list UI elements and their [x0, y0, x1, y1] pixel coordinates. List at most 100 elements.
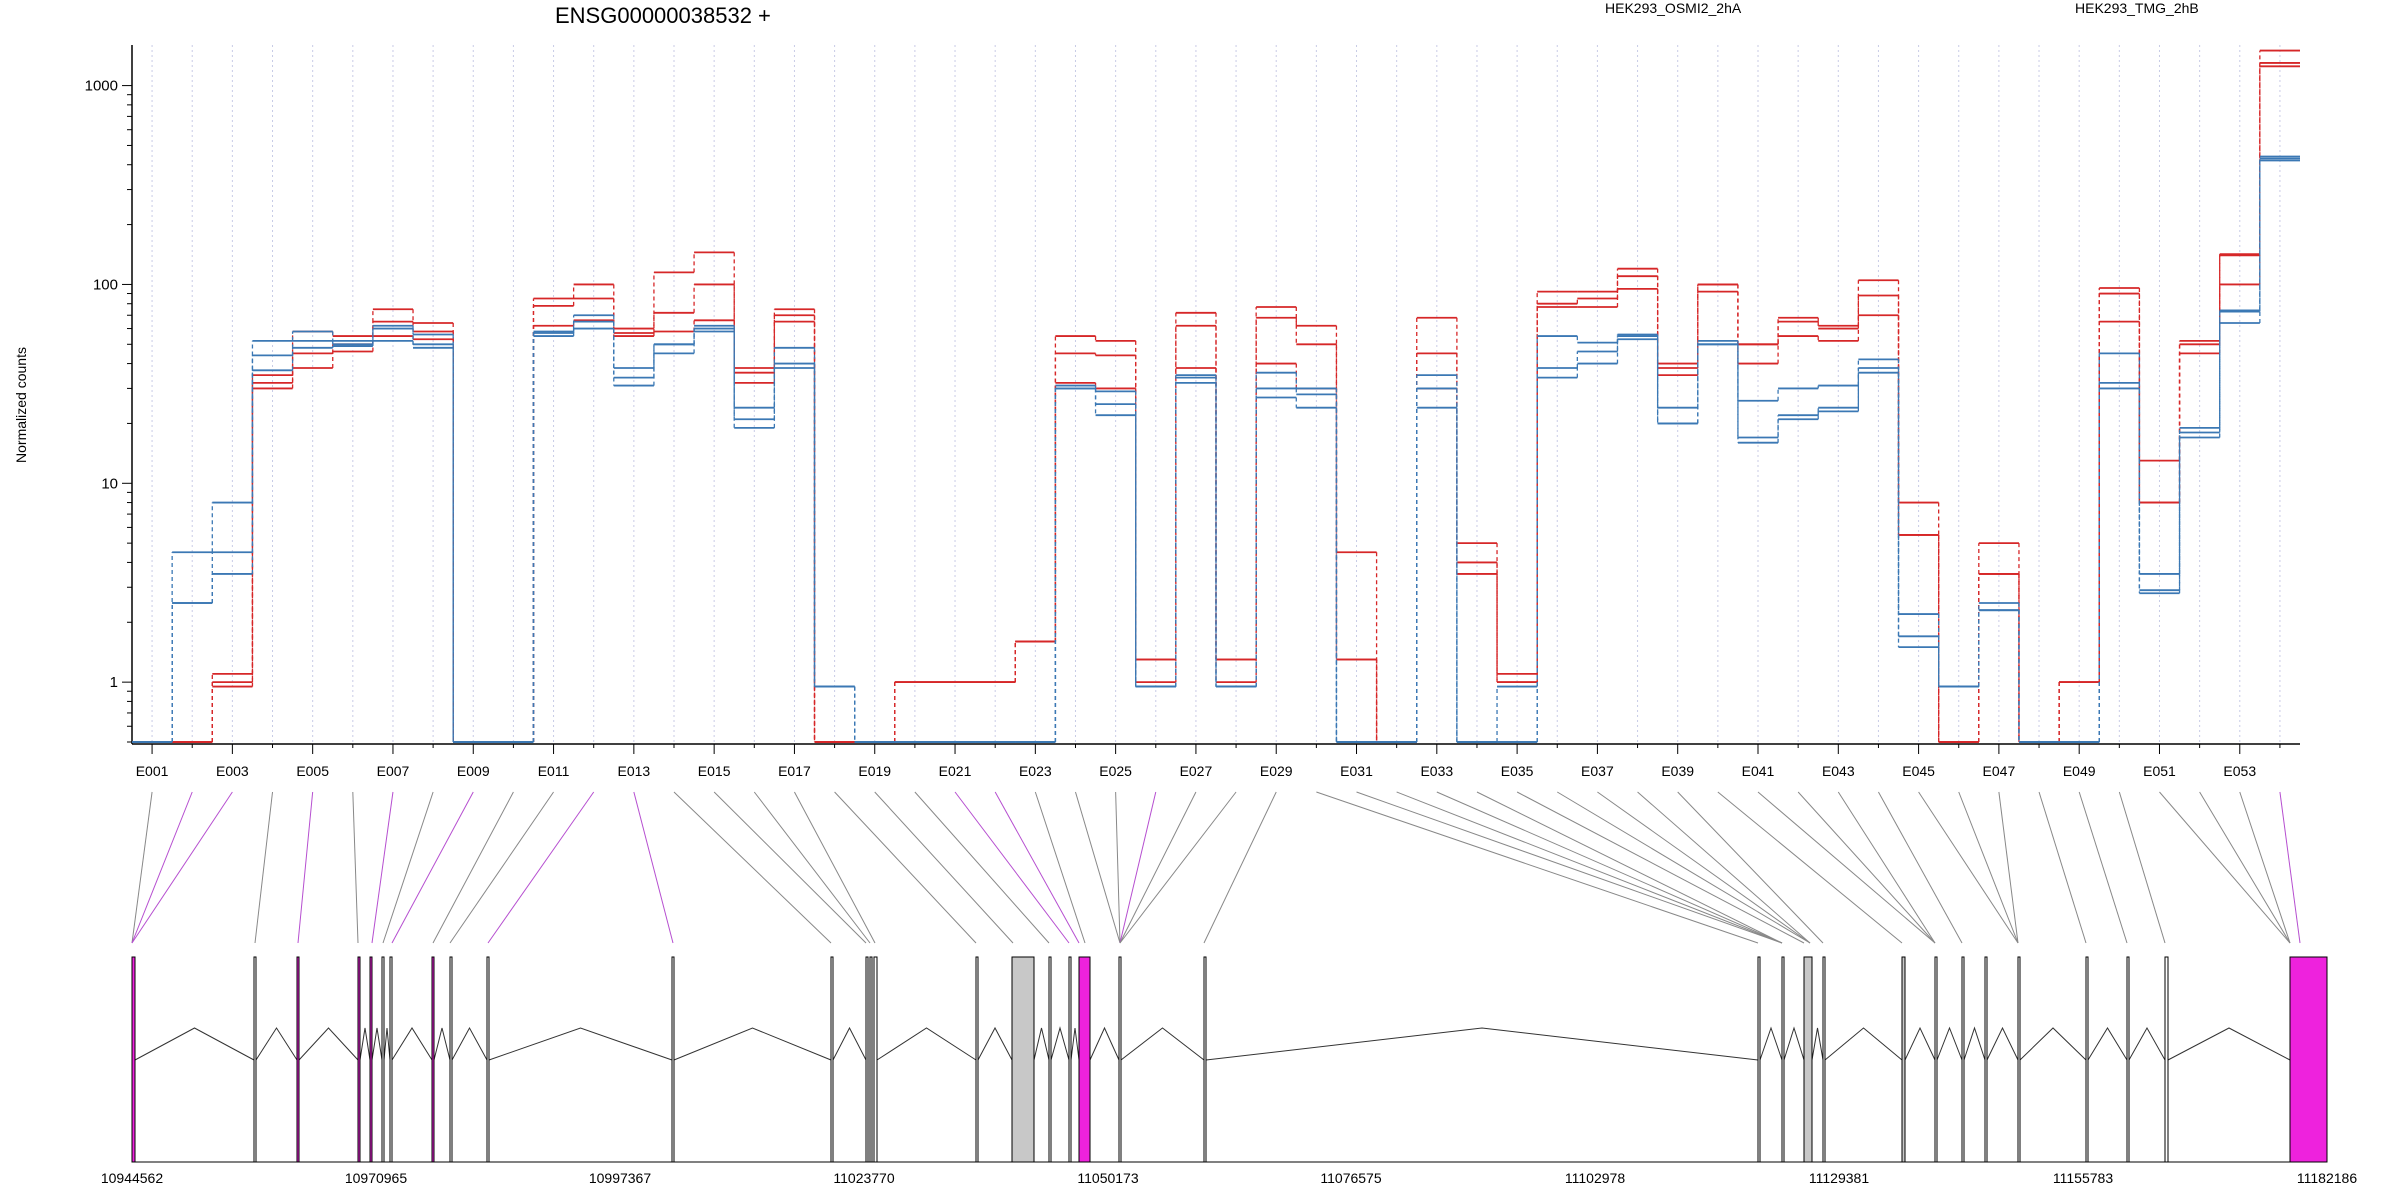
x-tick-label: E037 — [1581, 763, 1614, 779]
exon-box-17 — [1011, 956, 1035, 1163]
exon-box-8 — [431, 956, 435, 1163]
series-connector — [171, 160, 2261, 742]
exon-box-2 — [253, 956, 257, 1163]
x-tick-label: E047 — [1983, 763, 2016, 779]
connector-e033 — [1436, 791, 1783, 944]
legend-entry-tmg: HEK293_TMG_2hB — [2075, 0, 2199, 16]
intron-line — [1205, 1027, 1759, 1061]
coordinate-label: 11182186 — [2297, 1170, 2357, 1186]
y-tick-label: 1000 — [85, 78, 118, 95]
exon-connectors — [131, 791, 2301, 944]
connector-e043 — [1837, 791, 1936, 944]
x-tick-label: E021 — [939, 763, 972, 779]
intron-line — [977, 1026, 1013, 1061]
intron-line — [255, 1027, 298, 1061]
connector-e050 — [2118, 791, 2166, 944]
exon-box-28 — [1934, 956, 1938, 1163]
intron-line — [1033, 1027, 1050, 1061]
exon-box-10 — [486, 956, 490, 1163]
exon-box-11 — [671, 956, 675, 1163]
connector-e021 — [954, 791, 1070, 944]
exon-box-30 — [1984, 956, 1988, 1163]
connector-e047 — [1998, 791, 2019, 944]
x-tick-label: E043 — [1822, 763, 1855, 779]
connector-e025 — [1115, 791, 1121, 944]
connector-e017 — [794, 791, 876, 944]
intron-line — [876, 1027, 977, 1061]
connector-e031 — [1356, 791, 1783, 944]
legend-entry-osmi2: HEK293_OSMI2_2hA — [1605, 0, 1742, 16]
intron-line — [433, 1027, 451, 1061]
x-tick-label: E053 — [2223, 763, 2256, 779]
connector-e003 — [131, 791, 233, 944]
exon-box-32 — [2085, 956, 2089, 1163]
connector-e016 — [753, 791, 871, 944]
exon-box-15 — [873, 956, 878, 1163]
connector-e054 — [2279, 791, 2301, 944]
plot-area: 1 10 100 1000 E001 E003 E005 E007 E009 E011 E013 E0… — [85, 45, 2300, 779]
connector-e037 — [1597, 791, 1811, 944]
exon-box-13 — [865, 956, 869, 1163]
x-tick-label: E015 — [698, 763, 731, 779]
connector-e036 — [1557, 791, 1811, 944]
x-tick-label: E029 — [1260, 763, 1293, 779]
connector-e004 — [254, 791, 274, 944]
connector-e042 — [1797, 791, 1936, 944]
connector-e038 — [1637, 791, 1811, 944]
exon-box-34 — [2164, 956, 2169, 1163]
x-tick-label: E041 — [1742, 763, 1775, 779]
coordinate-label: 10944562 — [101, 1170, 164, 1186]
connector-e028 — [1119, 791, 1237, 944]
intron-line — [1783, 1026, 1805, 1061]
intron-line — [2128, 1026, 2166, 1061]
intron-line — [1824, 1027, 1903, 1061]
exon-box-3 — [296, 956, 300, 1163]
x-tick-label: E051 — [2143, 763, 2176, 779]
connector-e045 — [1918, 791, 2019, 944]
coordinate-label: 11023770 — [833, 1170, 894, 1186]
intron-line — [383, 1027, 391, 1061]
connector-e006 — [352, 791, 359, 944]
x-tick-label: E045 — [1902, 763, 1935, 779]
connector-e041 — [1757, 791, 1936, 944]
intron-line — [2087, 1027, 2128, 1061]
y-tick-label: 10 — [101, 475, 118, 492]
exon-box-9 — [449, 956, 453, 1163]
connector-e039 — [1677, 791, 1824, 944]
y-tick-label: 1 — [110, 674, 118, 691]
intron-line — [391, 1027, 433, 1061]
exon-box-19 — [1068, 956, 1072, 1163]
x-tick-label: E019 — [858, 763, 891, 779]
x-tick-label: E023 — [1019, 763, 1052, 779]
x-tick-label: E035 — [1501, 763, 1534, 779]
intron-line — [371, 1027, 383, 1061]
intron-line — [298, 1027, 359, 1061]
intron-line — [1759, 1026, 1783, 1061]
connector-e001 — [131, 791, 153, 944]
connector-e029 — [1203, 791, 1277, 944]
exon-box-1 — [131, 956, 136, 1163]
intron-line — [1811, 1027, 1824, 1061]
gene-model: 10944562 10970965 10997367 11023770 11050173… — [101, 956, 2357, 1186]
intron-line — [1936, 1026, 1963, 1061]
coordinate-label: 11076575 — [1320, 1170, 1381, 1186]
exon-box-21 — [1118, 956, 1122, 1163]
exon-box-31 — [2017, 956, 2021, 1163]
connector-e051 — [2159, 791, 2291, 944]
coordinate-label: 11155783 — [2053, 1170, 2113, 1186]
connector-e030 — [1316, 791, 1759, 944]
coordinate-label: 10997367 — [589, 1170, 652, 1186]
intron-line — [359, 1027, 371, 1061]
exon-box-27 — [1901, 956, 1906, 1163]
connector-e013 — [633, 791, 674, 944]
exon-box-5 — [369, 956, 373, 1163]
y-tick-label: 100 — [93, 276, 118, 293]
connector-e014 — [673, 791, 832, 944]
exon-box-20 — [1078, 956, 1091, 1163]
connector-e035 — [1516, 791, 1805, 944]
connector-e018 — [834, 791, 977, 944]
connector-e023 — [1034, 791, 1086, 944]
exon-box-23 — [1757, 956, 1761, 1163]
exon-box-7 — [389, 956, 393, 1163]
connector-e040 — [1717, 791, 1903, 944]
